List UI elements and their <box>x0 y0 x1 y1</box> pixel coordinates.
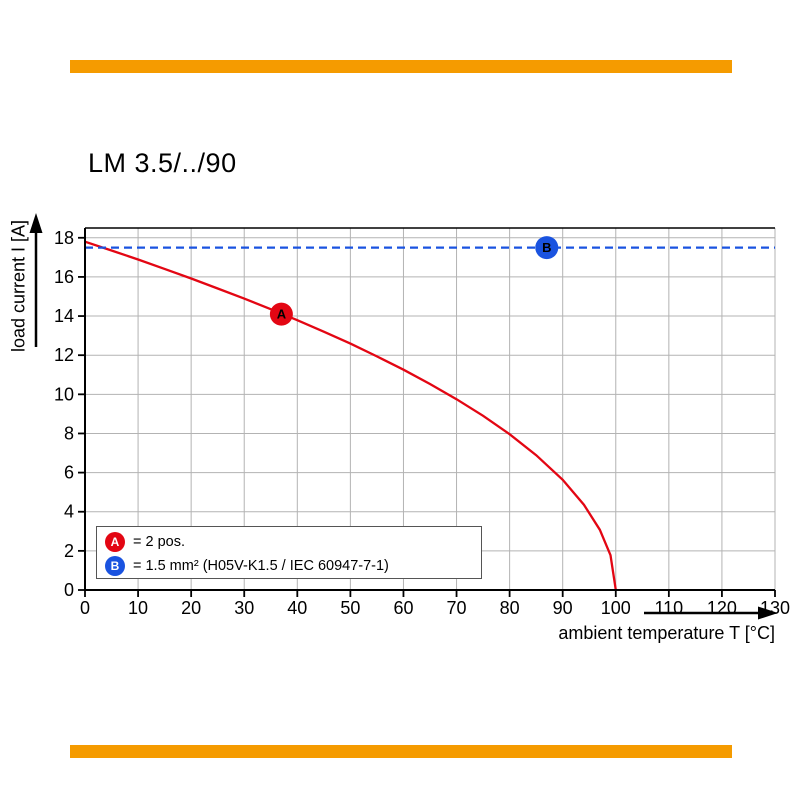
tick-label-y: 16 <box>54 267 74 287</box>
tick-label-x: 70 <box>447 598 467 618</box>
tick-label-y: 12 <box>54 345 74 365</box>
gridlines <box>85 228 776 590</box>
tick-label-y: 8 <box>64 423 74 443</box>
tick-label-x: 60 <box>393 598 413 618</box>
tick-label-x: 90 <box>553 598 573 618</box>
marker-label-b: B <box>542 240 551 255</box>
top-orange-bar <box>70 60 732 73</box>
tick-label-x: 80 <box>500 598 520 618</box>
tick-label-y: 0 <box>64 580 74 600</box>
marker-label-a: A <box>277 307 287 322</box>
tick-label-x: 100 <box>601 598 631 618</box>
curve-markers: AB <box>269 236 559 326</box>
x-axis-arrow-icon <box>644 606 778 620</box>
tick-label-x: 0 <box>80 598 90 618</box>
legend-item-a: A = 2 pos. <box>105 530 481 554</box>
bottom-orange-bar <box>70 745 732 758</box>
legend-text-a: = 2 pos. <box>133 534 185 550</box>
tick-label-y: 6 <box>64 463 74 483</box>
legend: A = 2 pos. B = 1.5 mm² (H05V-K1.5 / IEC … <box>96 526 482 579</box>
tick-label-y: 10 <box>54 384 74 404</box>
tick-label-y: 2 <box>64 541 74 561</box>
chart-title: LM 3.5/../90 <box>88 148 237 178</box>
series-curves <box>84 240 775 591</box>
tick-label-x: 120 <box>707 598 737 618</box>
marker-b <box>535 236 559 260</box>
tick-label-y: 14 <box>54 306 74 326</box>
tick-label-x: 20 <box>181 598 201 618</box>
marker-a <box>269 302 293 326</box>
curve-a <box>84 240 617 591</box>
legend-text-b: = 1.5 mm² (H05V-K1.5 / IEC 60947-7-1) <box>133 558 389 574</box>
y-axis-label: load current I [A] <box>8 219 29 353</box>
legend-item-b: B = 1.5 mm² (H05V-K1.5 / IEC 60947-7-1) <box>105 554 481 578</box>
x-axis-label: ambient temperature T [°C] <box>558 623 775 643</box>
tick-label-x: 10 <box>128 598 148 618</box>
tick-label-y: 18 <box>54 228 74 248</box>
plot-frame <box>84 227 775 591</box>
tick-label-y: 4 <box>64 502 74 522</box>
tick-label-x: 30 <box>234 598 254 618</box>
y-axis-arrow-icon <box>29 213 43 347</box>
tick-label-x: 40 <box>287 598 307 618</box>
tick-label-x: 110 <box>654 598 683 618</box>
tick-label-x: 50 <box>340 598 360 618</box>
legend-badge-b: B <box>105 556 125 576</box>
legend-badge-a: A <box>105 532 125 552</box>
